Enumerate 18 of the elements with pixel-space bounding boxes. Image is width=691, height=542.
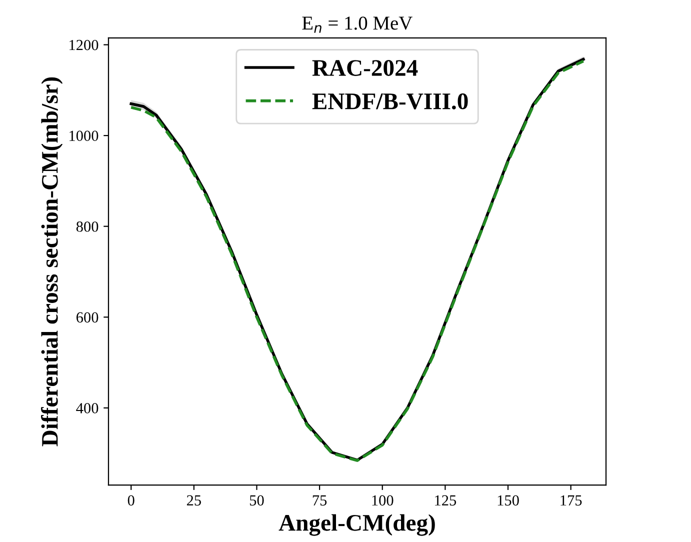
x-tick-label: 125 xyxy=(435,495,456,506)
x-axis-title: Angel-CM(deg) xyxy=(278,514,435,536)
y-tick-label: 1200 xyxy=(70,40,98,50)
x-tick-label: 75 xyxy=(312,495,327,506)
chart-title: E$_{n}$ = 1.0 MeV xyxy=(302,16,412,33)
x-tick-label: 50 xyxy=(250,495,264,506)
x-tick-label: 0 xyxy=(128,495,134,506)
y-axis-title: Differential cross section-CM(mb/sr) xyxy=(41,77,63,446)
x-tick-label: 25 xyxy=(186,495,201,506)
y-tick-label: 600 xyxy=(76,312,98,323)
legend-label: ENDF/B-VIII.0 xyxy=(312,93,468,110)
x-tick-label: 175 xyxy=(560,495,582,506)
y-tick-label: 400 xyxy=(76,403,98,414)
legend-label: RAC-2024 xyxy=(312,60,418,76)
x-tick-label: 100 xyxy=(372,495,394,506)
y-tick-label: 800 xyxy=(76,221,98,232)
y-tick-label: 1000 xyxy=(70,130,98,141)
x-tick-label: 150 xyxy=(498,495,519,506)
